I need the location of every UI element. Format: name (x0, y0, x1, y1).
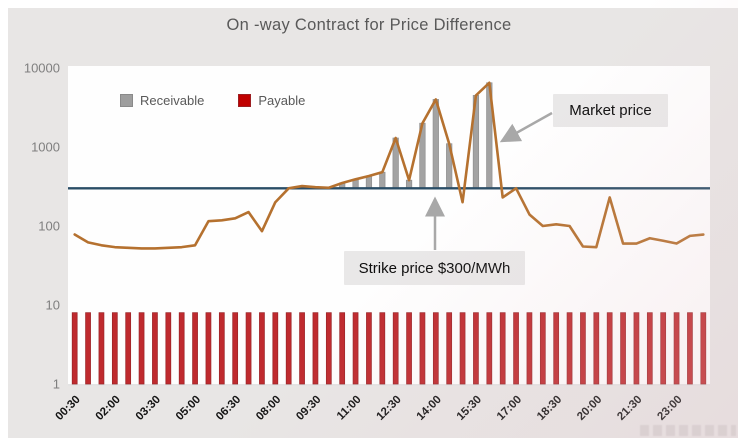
svg-text:21:30: 21:30 (615, 394, 644, 423)
svg-text:11:00: 11:00 (335, 394, 364, 423)
receivable-bars (298, 82, 493, 189)
payable-square-icon (238, 94, 252, 107)
x-axis-labels: 00:30 02:00 03:30 05:00 06:30 08:00 09:30 11:00… (54, 394, 685, 423)
svg-text:15:30: 15:30 (455, 394, 484, 423)
annotation-arrows (425, 111, 553, 250)
svg-text:12:30: 12:30 (375, 394, 404, 423)
svg-text:1000: 1000 (31, 140, 60, 155)
svg-text:02:00: 02:00 (94, 394, 123, 423)
svg-text:10000: 10000 (24, 61, 60, 76)
strike-price-callout-label: Strike price $300/MWh (358, 259, 511, 277)
svg-text:14:00: 14:00 (415, 394, 444, 423)
svg-text:08:00: 08:00 (254, 394, 283, 423)
watermark (640, 425, 736, 436)
legend-label-payable: Payable (258, 93, 306, 108)
svg-text:17:00: 17:00 (495, 394, 524, 423)
svg-text:09:30: 09:30 (294, 394, 323, 423)
svg-text:10: 10 (46, 298, 60, 313)
market-price-callout: Market price (553, 94, 668, 127)
svg-text:06:30: 06:30 (214, 394, 243, 423)
legend: Receivable Payable (120, 93, 305, 108)
svg-text:03:30: 03:30 (134, 394, 163, 423)
receivable-square-icon (120, 94, 133, 107)
svg-text:20:00: 20:00 (575, 394, 604, 423)
svg-text:05:00: 05:00 (174, 394, 203, 423)
legend-item-payable: Payable (238, 93, 305, 108)
chart-title: On -way Contract for Price Difference (226, 16, 512, 34)
strike-price-callout: Strike price $300/MWh (344, 251, 525, 285)
svg-text:100: 100 (38, 219, 60, 234)
svg-text:1: 1 (53, 377, 60, 392)
svg-text:23:00: 23:00 (655, 394, 684, 423)
market-price-callout-label: Market price (569, 102, 652, 119)
svg-text:00:30: 00:30 (54, 394, 83, 423)
payable-bars (71, 312, 707, 385)
legend-label-receivable: Receivable (140, 93, 205, 108)
svg-text:18:30: 18:30 (535, 394, 564, 423)
legend-item-receivable: Receivable (120, 93, 204, 108)
market-price-line (73, 81, 705, 250)
y-axis-labels: 1 10 100 1000 10000 (24, 61, 60, 392)
